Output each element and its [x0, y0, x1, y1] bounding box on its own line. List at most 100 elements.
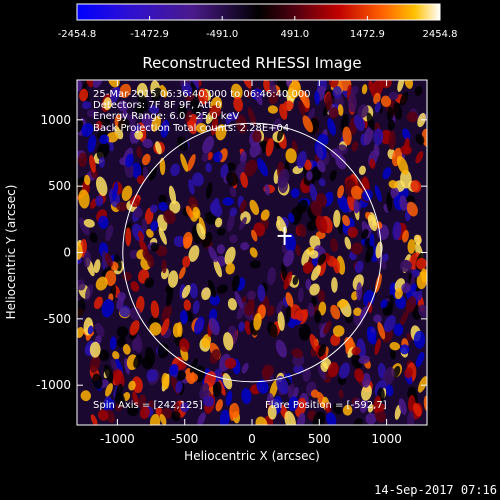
- annotation-back-projection: Back Projection Total counts: 2.28E+04: [93, 123, 289, 134]
- heatmap-blob: [366, 112, 375, 131]
- heatmap-blob: [98, 215, 109, 229]
- heatmap-blob: [387, 119, 396, 131]
- colorbar-tick-label: 2454.8: [423, 29, 458, 40]
- heatmap-blob: [177, 370, 186, 381]
- heatmap-blob: [144, 277, 155, 288]
- heatmap-blob: [417, 376, 427, 393]
- heatmap-blob: [208, 279, 216, 298]
- heatmap-blob: [99, 134, 110, 145]
- heatmap-blob: [385, 384, 394, 397]
- heatmap-blob: [253, 313, 262, 331]
- heatmap-blob: [136, 146, 143, 159]
- x-tick-label: -500: [171, 432, 198, 446]
- heatmap-blob: [192, 206, 201, 219]
- y-tick-label: 1000: [40, 113, 71, 127]
- heatmap-blob: [277, 168, 290, 189]
- heatmap-blob: [209, 294, 221, 306]
- heatmap-blob: [332, 85, 342, 99]
- heatmap-blob: [150, 242, 159, 252]
- heatmap-blob: [89, 232, 98, 243]
- heatmap-blob: [229, 186, 237, 198]
- heatmap-blob: [112, 351, 120, 360]
- heatmap-blob: [410, 179, 422, 193]
- heatmap-blob: [201, 152, 209, 162]
- heatmap-blob: [401, 282, 411, 294]
- heatmap-blob: [202, 136, 215, 154]
- heatmap-blob: [404, 367, 413, 379]
- heatmap-blob: [180, 153, 189, 172]
- heatmap-blob: [226, 212, 235, 232]
- heatmap-blob: [386, 106, 394, 122]
- heatmap-blob: [134, 130, 144, 140]
- heatmap-blob: [196, 223, 206, 240]
- heatmap-blob: [302, 367, 311, 382]
- heatmap-blob: [133, 354, 143, 368]
- heatmap-blob: [353, 114, 365, 132]
- heatmap-blob: [83, 218, 95, 228]
- heatmap-blob: [84, 174, 91, 186]
- heatmap-blob: [401, 259, 413, 269]
- heatmap-blob: [150, 204, 158, 213]
- colorbar: -2454.8 -1472.9 -491.0 491.0 1472.9 2454.8: [58, 3, 458, 40]
- heatmap-blob: [309, 250, 319, 259]
- heatmap-blob: [191, 172, 204, 187]
- heatmap-area: [77, 80, 427, 425]
- heatmap-blob: [209, 105, 221, 118]
- heatmap-blob: [400, 310, 409, 326]
- heatmap-blob: [338, 389, 344, 399]
- heatmap-blob: [148, 105, 160, 114]
- heatmap-blob: [109, 86, 121, 105]
- heatmap-blob: [89, 341, 101, 358]
- heatmap-blob: [142, 249, 151, 262]
- heatmap-blob: [329, 170, 337, 181]
- heatmap-blob: [205, 162, 212, 173]
- x-tick-label: 1000: [371, 432, 402, 446]
- heatmap-blob: [161, 304, 172, 323]
- heatmap-blob: [361, 384, 372, 401]
- heatmap-blob: [353, 417, 364, 425]
- heatmap-blob: [115, 383, 123, 398]
- heatmap-blob: [405, 296, 417, 313]
- heatmap-blob: [240, 241, 250, 251]
- heatmap-blob: [238, 321, 245, 332]
- heatmap-blob: [181, 284, 191, 299]
- heatmap-blob: [399, 344, 410, 355]
- heatmap-blob: [285, 305, 292, 324]
- y-tick-label: 500: [48, 179, 71, 193]
- heatmap-blob: [277, 311, 285, 331]
- heatmap-blob: [117, 336, 127, 348]
- heatmap-blob: [168, 185, 177, 205]
- heatmap-blob: [190, 81, 199, 100]
- heatmap-blob: [216, 284, 228, 294]
- heatmap-blob: [116, 326, 129, 338]
- heatmap-blob: [327, 362, 339, 378]
- heatmap-blob: [277, 126, 284, 142]
- heatmap-blob: [119, 305, 131, 318]
- heatmap-blob: [215, 124, 227, 141]
- heatmap-blob: [157, 343, 169, 359]
- colorbar-gradient: [76, 3, 441, 21]
- heatmap-blob: [104, 252, 113, 267]
- heatmap-blob: [318, 301, 327, 316]
- heatmap-blob: [197, 412, 206, 425]
- heatmap-blob: [183, 299, 192, 311]
- heatmap-blob: [327, 117, 336, 136]
- heatmap-blob: [393, 102, 403, 120]
- heatmap-blob: [282, 100, 294, 112]
- heatmap-blob: [297, 223, 307, 237]
- heatmap-blob: [315, 215, 328, 234]
- heatmap-blob: [185, 110, 192, 123]
- heatmap-blob: [315, 192, 328, 208]
- heatmap-blob: [353, 199, 360, 214]
- flare-position-label: Flare Position = [-592,7]: [265, 400, 387, 411]
- heatmap-blob: [150, 300, 160, 319]
- heatmap-blob: [129, 307, 141, 321]
- y-tick-label: -1000: [36, 378, 71, 392]
- heatmap-blob: [337, 194, 350, 213]
- heatmap-blob: [284, 410, 296, 425]
- heatmap-blob: [326, 412, 337, 425]
- heatmap-blob: [332, 258, 341, 274]
- heatmap-blob: [252, 130, 262, 143]
- heatmap-blob: [324, 92, 333, 111]
